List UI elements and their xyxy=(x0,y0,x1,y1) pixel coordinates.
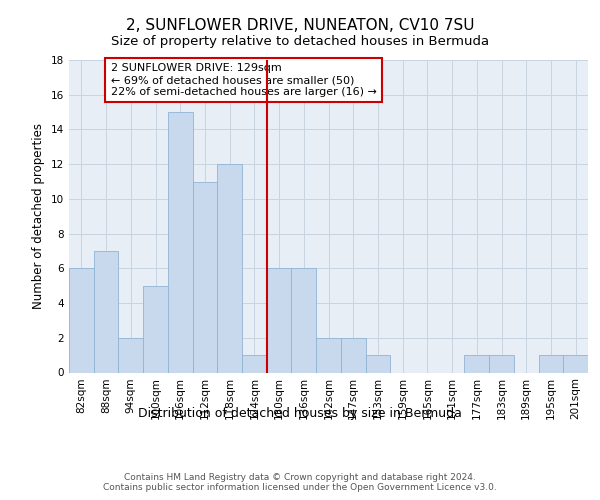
Bar xyxy=(489,355,514,372)
Bar xyxy=(292,268,316,372)
Bar xyxy=(267,268,292,372)
Bar xyxy=(217,164,242,372)
Bar xyxy=(464,355,489,372)
Bar xyxy=(539,355,563,372)
Bar xyxy=(69,268,94,372)
Bar xyxy=(143,286,168,372)
Bar xyxy=(365,355,390,372)
Bar xyxy=(242,355,267,372)
Y-axis label: Number of detached properties: Number of detached properties xyxy=(32,123,46,309)
Text: 2, SUNFLOWER DRIVE, NUNEATON, CV10 7SU: 2, SUNFLOWER DRIVE, NUNEATON, CV10 7SU xyxy=(126,18,474,32)
Bar xyxy=(193,182,217,372)
Bar xyxy=(563,355,588,372)
Text: Distribution of detached houses by size in Bermuda: Distribution of detached houses by size … xyxy=(138,408,462,420)
Text: 2 SUNFLOWER DRIVE: 129sqm
← 69% of detached houses are smaller (50)
22% of semi-: 2 SUNFLOWER DRIVE: 129sqm ← 69% of detac… xyxy=(111,64,377,96)
Bar xyxy=(118,338,143,372)
Text: Size of property relative to detached houses in Bermuda: Size of property relative to detached ho… xyxy=(111,35,489,48)
Bar xyxy=(168,112,193,372)
Bar xyxy=(316,338,341,372)
Text: Contains HM Land Registry data © Crown copyright and database right 2024.
Contai: Contains HM Land Registry data © Crown c… xyxy=(103,472,497,492)
Bar xyxy=(341,338,365,372)
Bar xyxy=(94,251,118,372)
